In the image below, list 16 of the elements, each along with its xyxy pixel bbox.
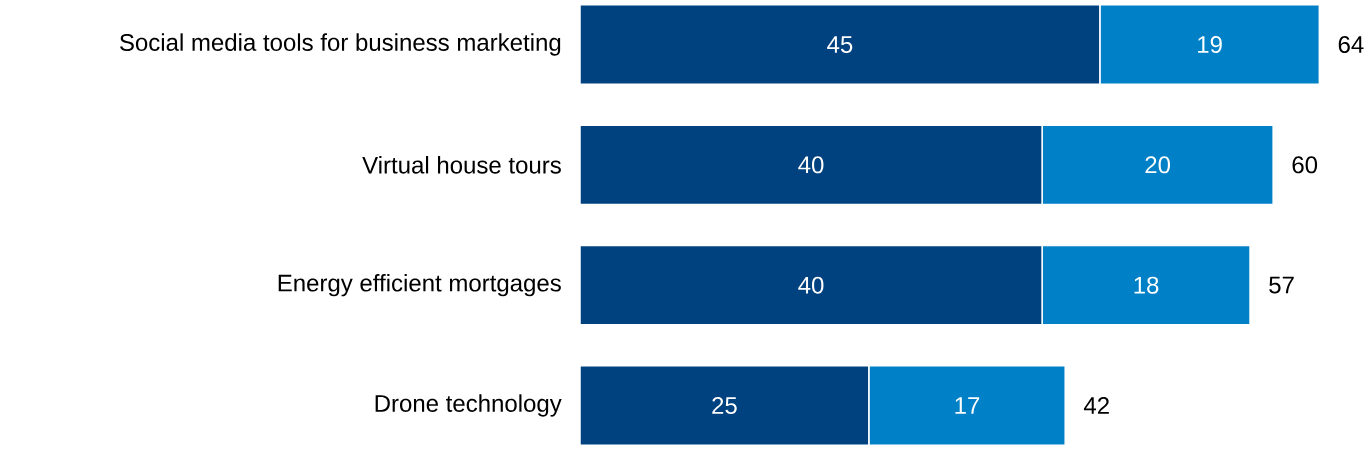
total-label: 64 [1338, 36, 1364, 54]
y-tick-label: Virtual house tours [362, 156, 561, 174]
data-label: 19 [1198, 36, 1222, 54]
total-label: 57 [1269, 276, 1294, 294]
y-tick-label: Energy efficient mortgages [278, 273, 561, 297]
total-label: 60 [1292, 156, 1318, 174]
y-tick-label: Drone technology [375, 394, 562, 417]
data-label: 18 [1134, 276, 1159, 294]
data-label: 25 [712, 396, 737, 414]
data-label: 40 [798, 276, 824, 294]
y-tick-label: Social media tools for business marketing [120, 33, 561, 56]
data-label: 40 [798, 156, 824, 174]
total-label: 42 [1083, 397, 1109, 414]
data-label: 17 [955, 397, 980, 414]
data-label: 45 [827, 36, 853, 53]
data-label: 20 [1145, 156, 1171, 174]
